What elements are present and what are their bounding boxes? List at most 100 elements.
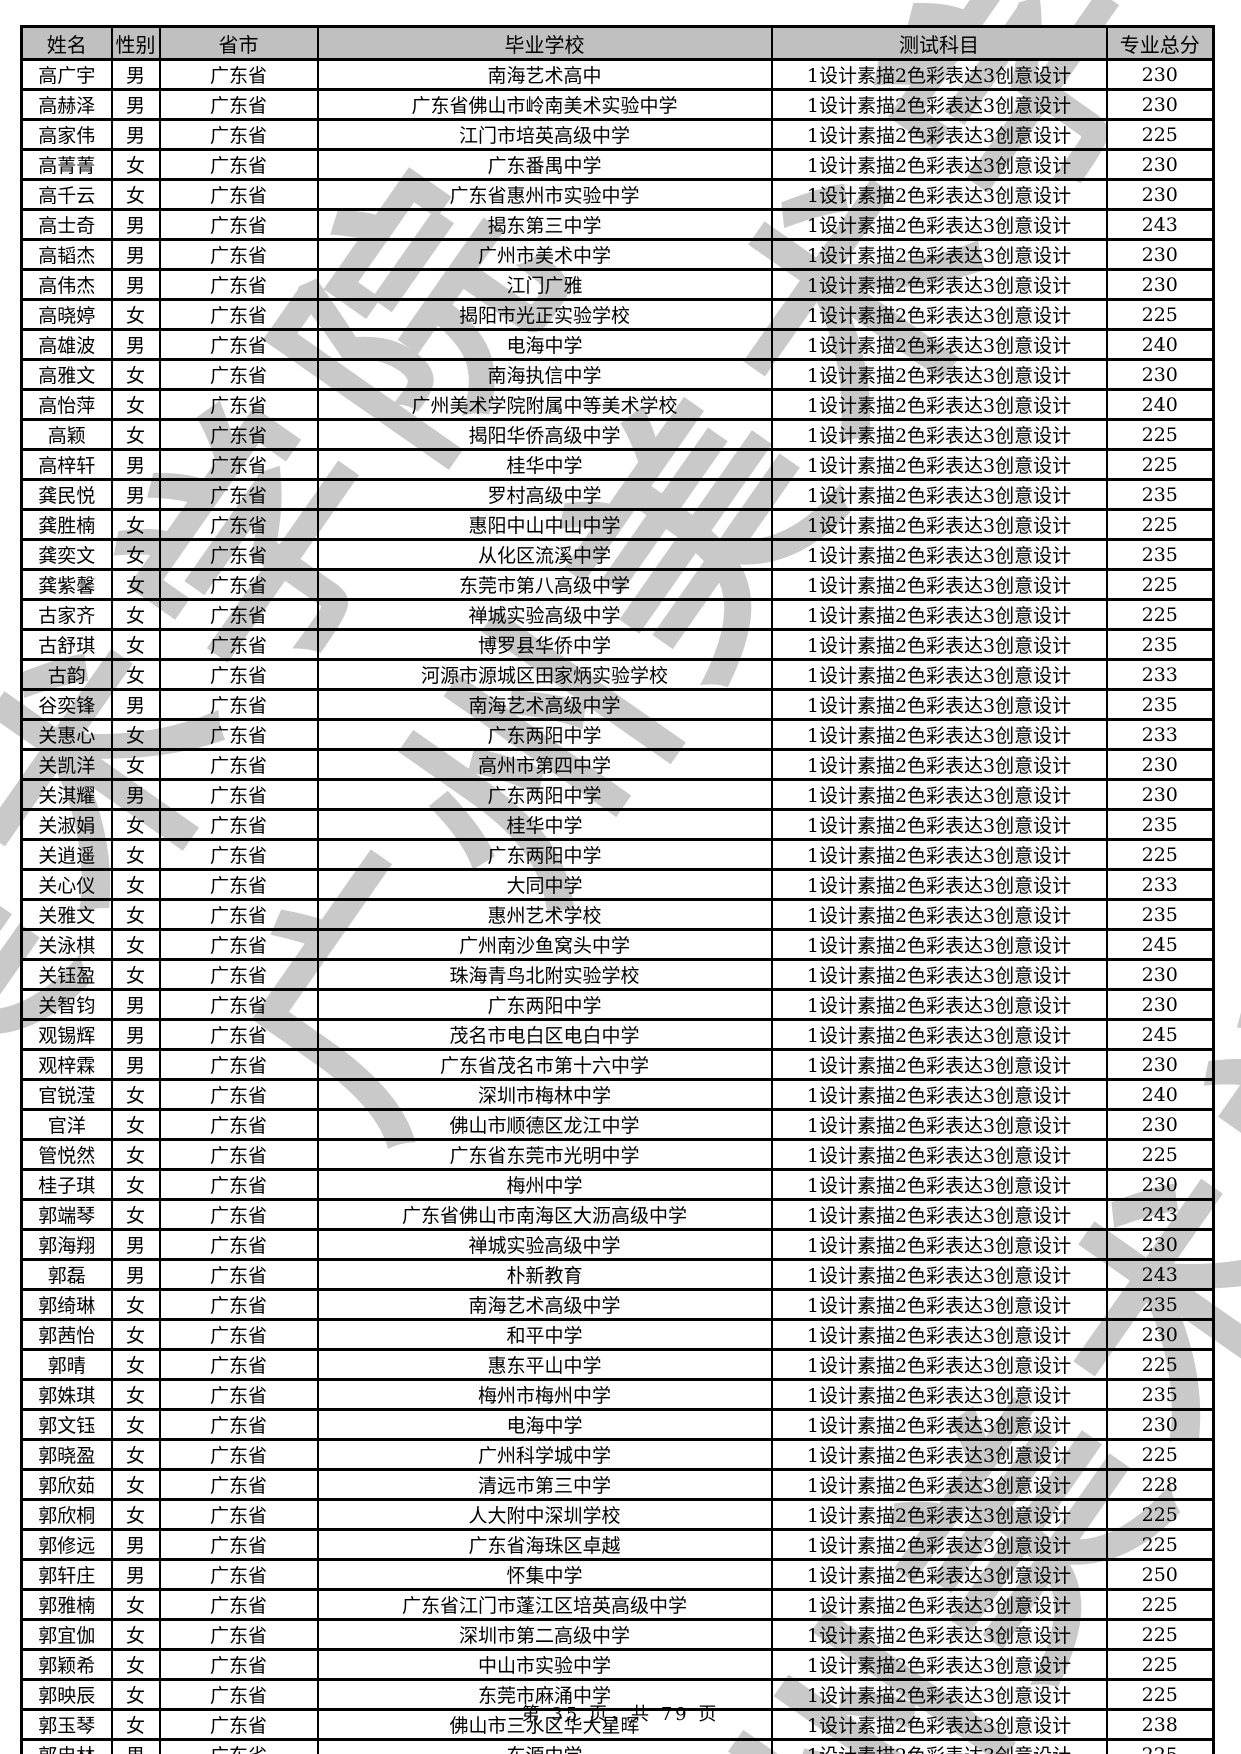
table-cell: 男: [110, 328, 161, 361]
table-cell: 1设计素描2色彩表达3创意设计: [770, 1138, 1108, 1171]
table-cell: 广东省: [158, 478, 319, 511]
table-cell: 博罗县华侨中学: [316, 628, 773, 661]
table-cell: 郭宜伽: [20, 1618, 113, 1651]
table-cell: 女: [110, 538, 161, 571]
table-cell: 广东省: [158, 628, 319, 661]
table-cell: 广东省: [158, 118, 319, 151]
table-cell: 广东省: [158, 178, 319, 211]
table-cell: 女: [110, 1288, 161, 1321]
table-cell: 女: [110, 1318, 161, 1351]
table-cell: 关钰盈: [20, 958, 113, 991]
table-row: 高伟杰男广东省 江门广雅 1设计素描2色彩表达3创意设计 230: [20, 268, 1215, 301]
table-cell: 广州南沙鱼窝头中学: [316, 928, 773, 961]
table-cell: 广东两阳中学: [316, 778, 773, 811]
table-cell: 高千云: [20, 178, 113, 211]
table-cell: 1设计素描2色彩表达3创意设计: [770, 298, 1108, 331]
table-cell: 1设计素描2色彩表达3创意设计: [770, 1468, 1108, 1501]
table-cell: 女: [110, 358, 161, 391]
table-cell: 女: [110, 1498, 161, 1531]
table-cell: 243: [1105, 1198, 1215, 1231]
table-cell: 1设计素描2色彩表达3创意设计: [770, 1708, 1108, 1741]
table-cell: 东莞市麻涌中学: [316, 1678, 773, 1711]
table-cell: 高梓轩: [20, 448, 113, 481]
table-row: 高雅文女广东省 南海执信中学 1设计素描2色彩表达3创意设计 230: [20, 358, 1215, 391]
table-cell: 女: [110, 1378, 161, 1411]
table-cell: 225: [1105, 508, 1215, 541]
table-cell: 1设计素描2色彩表达3创意设计: [770, 538, 1108, 571]
table-cell: 广东省: [158, 238, 319, 271]
table-cell: 惠东平山中学: [316, 1348, 773, 1381]
table-cell: 女: [110, 418, 161, 451]
table-row: 郭雅楠女广东省 广东省江门市蓬江区培英高级中学 1设计素描2色彩表达3创意设计 225: [20, 1588, 1215, 1621]
table-cell: 广东省: [158, 898, 319, 931]
table-cell: 1设计素描2色彩表达3创意设计: [770, 148, 1108, 181]
table-cell: 管悦然: [20, 1138, 113, 1171]
table-cell: 女: [110, 1408, 161, 1441]
table-cell: 广东省东莞市光明中学: [316, 1138, 773, 1171]
table-cell: 235: [1105, 1378, 1215, 1411]
table-cell: 男: [110, 448, 161, 481]
table-cell: 1设计素描2色彩表达3创意设计: [770, 808, 1108, 841]
table-cell: 江门市培英高级中学: [316, 118, 773, 151]
table-cell: 古舒琪: [20, 628, 113, 661]
table-cell: 郭颖希: [20, 1648, 113, 1681]
table-cell: 1设计素描2色彩表达3创意设计: [770, 688, 1108, 721]
table-cell: 男: [110, 268, 161, 301]
table-row: 郭文钰女广东省 电海中学 1设计素描2色彩表达3创意设计 230: [20, 1408, 1215, 1441]
table-cell: 广东省佛山市岭南美术实验中学: [316, 88, 773, 121]
table-cell: 广州市美术中学: [316, 238, 773, 271]
table-cell: 从化区流溪中学: [316, 538, 773, 571]
table-cell: 广东省: [158, 1018, 319, 1051]
table-cell: 女: [110, 718, 161, 751]
table-cell: 高雄波: [20, 328, 113, 361]
table-cell: 广东省: [158, 1708, 319, 1741]
table-cell: 广东两阳中学: [316, 988, 773, 1021]
table-cell: 1设计素描2色彩表达3创意设计: [770, 1258, 1108, 1291]
table-cell: 女: [110, 1588, 161, 1621]
table-cell: 1设计素描2色彩表达3创意设计: [770, 208, 1108, 241]
table-row: 高广宇男广东省 南海艺术高中 1设计素描2色彩表达3创意设计 230: [20, 58, 1215, 91]
table-cell: 惠州艺术学校: [316, 898, 773, 931]
table-row: 谷奕锋男广东省 南海艺术高级中学 1设计素描2色彩表达3创意设计 235: [20, 688, 1215, 721]
table-cell: 225: [1105, 448, 1215, 481]
table-cell: 225: [1105, 1588, 1215, 1621]
table-cell: 1设计素描2色彩表达3创意设计: [770, 568, 1108, 601]
table-cell: 男: [110, 1018, 161, 1051]
table-cell: 揭阳市光正实验学校: [316, 298, 773, 331]
table-cell: 225: [1105, 1678, 1215, 1711]
table-cell: 230: [1105, 958, 1215, 991]
table-cell: 南海艺术高中: [316, 58, 773, 91]
table-cell: 女: [110, 658, 161, 691]
table-cell: 243: [1105, 1258, 1215, 1291]
table-cell: 高广宇: [20, 58, 113, 91]
table-cell: 230: [1105, 1108, 1215, 1141]
table-cell: 1设计素描2色彩表达3创意设计: [770, 598, 1108, 631]
table-cell: 广东省: [158, 868, 319, 901]
table-cell: 广东省: [158, 1078, 319, 1111]
table-cell: 清远市第三中学: [316, 1468, 773, 1501]
table-cell: 225: [1105, 1648, 1215, 1681]
table-row: 郭磊男广东省 朴新教育 1设计素描2色彩表达3创意设计 243: [20, 1258, 1215, 1291]
table-cell: 高韬杰: [20, 238, 113, 271]
table-row: 观梓霖男广东省 广东省茂名市第十六中学 1设计素描2色彩表达3创意设计 230: [20, 1048, 1215, 1081]
table-cell: 女: [110, 178, 161, 211]
table-cell: 225: [1105, 1438, 1215, 1471]
column-header: 姓名: [20, 25, 113, 61]
table-cell: 广东省: [158, 598, 319, 631]
table-row: 郭修远男广东省 广东省海珠区卓越 1设计素描2色彩表达3创意设计 225: [20, 1528, 1215, 1561]
table-row: 关智钧男广东省 广东两阳中学 1设计素描2色彩表达3创意设计 230: [20, 988, 1215, 1021]
table-cell: 230: [1105, 1168, 1215, 1201]
table-cell: 郭晓盈: [20, 1438, 113, 1471]
table-cell: 龚紫馨: [20, 568, 113, 601]
table-cell: 250: [1105, 1558, 1215, 1591]
table-cell: 235: [1105, 688, 1215, 721]
table-cell: 女: [110, 1648, 161, 1681]
table-row: 高雄波男广东省 电海中学 1设计素描2色彩表达3创意设计 240: [20, 328, 1215, 361]
table-cell: 女: [110, 958, 161, 991]
table-cell: 1设计素描2色彩表达3创意设计: [770, 448, 1108, 481]
table-row: 关惠心女广东省 广东两阳中学 1设计素描2色彩表达3创意设计 233: [20, 718, 1215, 751]
table-body: 高广宇男广东省 南海艺术高中 1设计素描2色彩表达3创意设计 230 高赫泽男广东省 广东…: [20, 58, 1215, 1754]
table-cell: 高晓婷: [20, 298, 113, 331]
table-cell: 禅城实验高级中学: [316, 598, 773, 631]
